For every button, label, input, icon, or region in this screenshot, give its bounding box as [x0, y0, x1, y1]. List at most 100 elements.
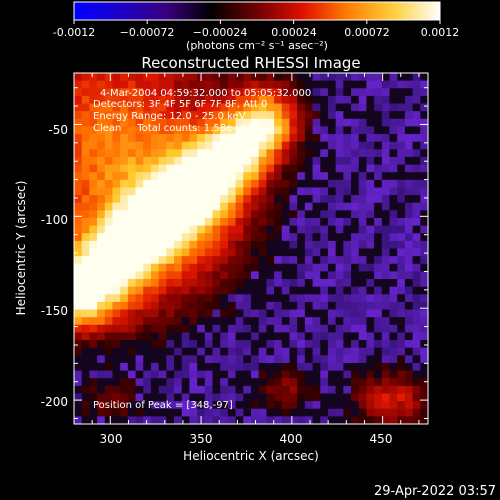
- heatmap-cell: [112, 263, 121, 272]
- heatmap-cell: [381, 279, 391, 288]
- heatmap-cell: [74, 88, 83, 97]
- heatmap-cell: [89, 172, 98, 181]
- heatmap-cell: [81, 118, 90, 128]
- heatmap-cell: [420, 164, 428, 173]
- heatmap-cell: [135, 195, 144, 204]
- heatmap-cell: [150, 187, 160, 196]
- heatmap-cell: [281, 324, 291, 334]
- heatmap-cell: [251, 95, 260, 105]
- heatmap-cell: [335, 240, 344, 250]
- heatmap-cell: [381, 195, 391, 204]
- heatmap-cell: [174, 141, 183, 150]
- heatmap-cell: [420, 225, 428, 234]
- heatmap-cell: [251, 80, 260, 89]
- heatmap-cell: [420, 340, 428, 349]
- heatmap-cell: [358, 393, 368, 402]
- heatmap-cell: [297, 332, 306, 341]
- heatmap-cell: [274, 408, 283, 417]
- heatmap-cell: [166, 317, 175, 326]
- heatmap-cell: [274, 164, 283, 173]
- heatmap-cell: [143, 88, 152, 97]
- heatmap-cell: [420, 195, 428, 204]
- heatmap-cell: [289, 393, 298, 402]
- heatmap-cell: [327, 340, 337, 349]
- heatmap-cell: [420, 217, 428, 227]
- heatmap-cell: [374, 210, 383, 219]
- heatmap-cell: [112, 88, 121, 97]
- heatmap-cell: [351, 393, 360, 402]
- heatmap-cell: [212, 385, 221, 395]
- heatmap-cell: [304, 271, 314, 280]
- heatmap-cell: [227, 256, 237, 265]
- heatmap-cell: [235, 378, 244, 387]
- heatmap-cell: [351, 378, 360, 387]
- heatmap-cell: [158, 233, 167, 242]
- heatmap-cell: [274, 271, 283, 280]
- heatmap-cell: [181, 340, 191, 349]
- heatmap-cell: [289, 408, 298, 417]
- heatmap-cell: [374, 248, 383, 257]
- heatmap-cell: [220, 317, 229, 326]
- heatmap-cell: [335, 393, 344, 402]
- heatmap-cell: [251, 172, 260, 181]
- heatmap-cell: [97, 370, 106, 379]
- heatmap-cell: [343, 362, 352, 372]
- heatmap-cell: [81, 240, 90, 250]
- heatmap-cell: [258, 416, 267, 424]
- heatmap-cell: [381, 256, 391, 265]
- heatmap-cell: [112, 370, 121, 379]
- heatmap-cell: [166, 332, 175, 341]
- heatmap-cell: [74, 256, 83, 265]
- heatmap-cell: [204, 393, 214, 402]
- heatmap-cell: [189, 80, 198, 89]
- heatmap-cell: [104, 240, 114, 250]
- heatmap-cell: [304, 126, 314, 135]
- heatmap-cell: [397, 279, 406, 288]
- heatmap-cell: [227, 416, 237, 424]
- heatmap-cell: [181, 134, 191, 143]
- heatmap-cell: [312, 256, 321, 265]
- heatmap-cell: [351, 271, 360, 280]
- heatmap-cell: [397, 118, 406, 128]
- heatmap-cell: [135, 401, 144, 410]
- heatmap-cell: [420, 210, 428, 219]
- heatmap-cell: [266, 378, 275, 387]
- heatmap-cell: [381, 378, 391, 387]
- heatmap-cell: [227, 202, 237, 211]
- heatmap-cell: [235, 355, 244, 364]
- heatmap-cell: [297, 111, 306, 120]
- heatmap-cell: [404, 286, 414, 295]
- heatmap-cell: [320, 126, 329, 135]
- heatmap-cell: [351, 126, 360, 135]
- heatmap-cell: [135, 202, 144, 211]
- heatmap-cell: [220, 111, 229, 120]
- heatmap-cell: [181, 225, 191, 234]
- heatmap-image: [74, 73, 428, 424]
- heatmap-cell: [104, 225, 114, 234]
- heatmap-cell: [412, 362, 421, 372]
- heatmap-cell: [404, 294, 414, 303]
- heatmap-cell: [189, 240, 198, 250]
- heatmap-cell: [127, 294, 137, 303]
- heatmap-cell: [374, 347, 383, 356]
- heatmap-cell: [74, 240, 83, 250]
- heatmap-cell: [97, 210, 106, 219]
- annotation-peak: Position of Peak = [348,-97]: [93, 400, 233, 411]
- heatmap-cell: [135, 240, 144, 250]
- heatmap-cell: [97, 324, 106, 334]
- heatmap-cell: [320, 240, 329, 250]
- heatmap-cell: [174, 324, 183, 334]
- heatmap-cell: [135, 156, 144, 166]
- heatmap-cell: [297, 156, 306, 166]
- heatmap-cell: [397, 378, 406, 387]
- heatmap-cell: [204, 362, 214, 372]
- heatmap-cell: [289, 134, 298, 143]
- heatmap-cell: [343, 294, 352, 303]
- heatmap-cell: [420, 378, 428, 387]
- heatmap-cell: [227, 294, 237, 303]
- heatmap-cell: [366, 88, 375, 97]
- heatmap-cell: [220, 362, 229, 372]
- heatmap-cell: [281, 217, 291, 227]
- heatmap-cell: [304, 240, 314, 250]
- heatmap-cell: [197, 248, 206, 257]
